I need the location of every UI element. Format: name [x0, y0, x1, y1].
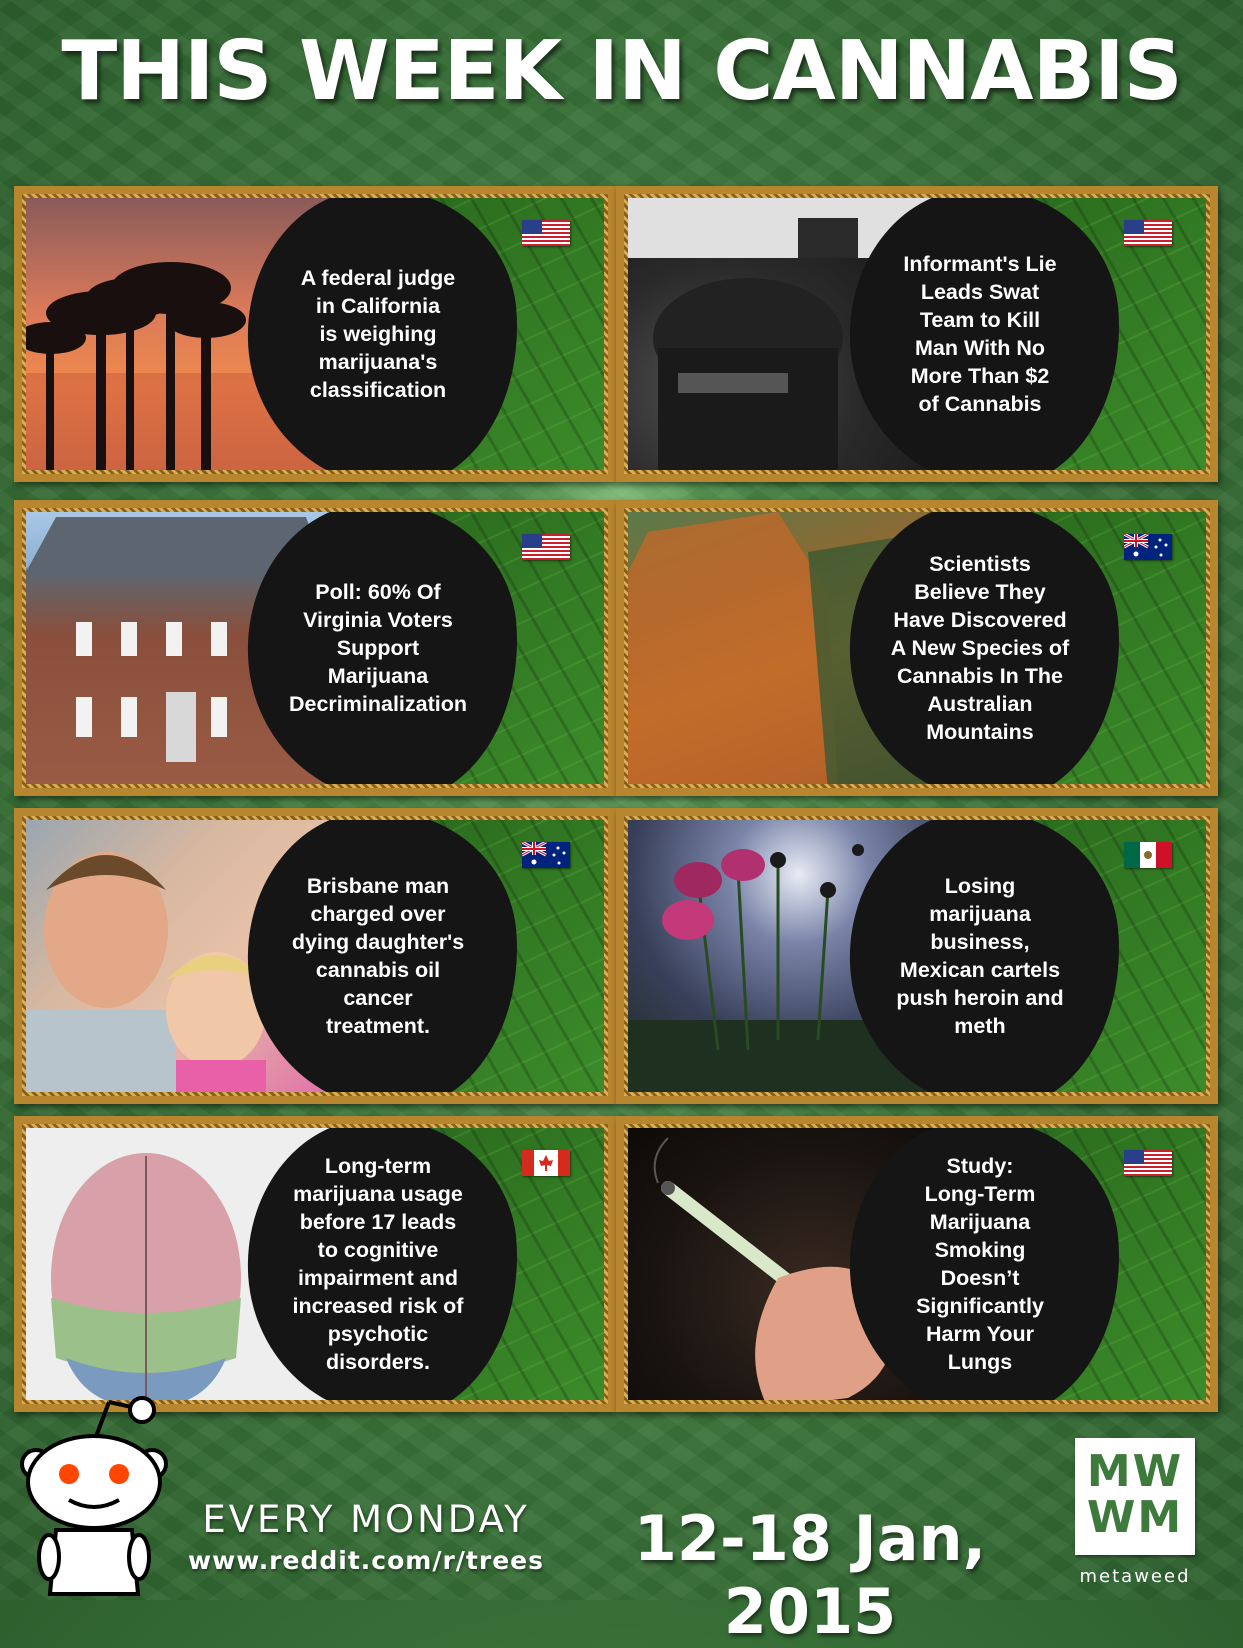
reddit-alien-icon	[14, 1372, 174, 1605]
usa-flag-icon	[1124, 1150, 1172, 1176]
card-headline: Brisbane man charged over dying daughter's…	[291, 874, 465, 1038]
metaweed-logo: MW WM	[1075, 1438, 1195, 1555]
card-headline: Long-term marijuana usage before 17 leads t…	[292, 1154, 464, 1374]
news-card-3: Poll: 60% Of Virginia Voters Support Mariju…	[14, 500, 616, 796]
subreddit-link[interactable]: www.reddit.com/r/trees	[188, 1546, 544, 1575]
card-headline: Losing marijuana business, Mexican cartels p…	[896, 874, 1064, 1038]
card-headline: Poll: 60% Of Virginia Voters Support Mariju…	[288, 580, 467, 716]
date-range: 12-18 Jan, 2015	[633, 1502, 987, 1648]
news-card-4: Scientists Believe They Have Discovered A N…	[616, 500, 1218, 796]
card-headline: Study: Long-Term Marijuana Smoking Doesn’t Si…	[916, 1154, 1044, 1374]
schedule-text: EVERY MONDAY	[202, 1498, 530, 1541]
logo-name: metaweed	[1079, 1566, 1191, 1587]
card-headline: A federal judge in California is weighing m…	[300, 266, 456, 402]
australia-flag-icon	[522, 842, 570, 868]
news-card-5: Brisbane man charged over dying daughter's…	[14, 808, 616, 1104]
usa-flag-icon	[1124, 220, 1172, 246]
card-headline: Informant's Lie Leads Swat Team to Kill Man…	[903, 252, 1057, 416]
canada-flag-icon	[522, 1150, 570, 1176]
australia-flag-icon	[1124, 534, 1172, 560]
news-card-8: Study: Long-Term Marijuana Smoking Doesn’t Si…	[616, 1116, 1218, 1412]
mexico-flag-icon	[1124, 842, 1172, 868]
news-card-1: A federal judge in California is weighing m…	[14, 186, 616, 482]
logo-mark-bottom: WM	[1086, 1492, 1184, 1543]
usa-flag-icon	[522, 534, 570, 560]
page-title: THIS WEEK IN CANNABIS	[61, 24, 1182, 119]
usa-flag-icon	[522, 220, 570, 246]
logo-mark-top: MW	[1086, 1446, 1184, 1497]
card-headline: Scientists Believe They Have Discovered A N…	[890, 552, 1070, 744]
news-card-7: Long-term marijuana usage before 17 leads t…	[14, 1116, 616, 1412]
news-card-6: Losing marijuana business, Mexican cartels p…	[616, 808, 1218, 1104]
news-card-2: Informant's Lie Leads Swat Team to Kill Man…	[616, 186, 1218, 482]
